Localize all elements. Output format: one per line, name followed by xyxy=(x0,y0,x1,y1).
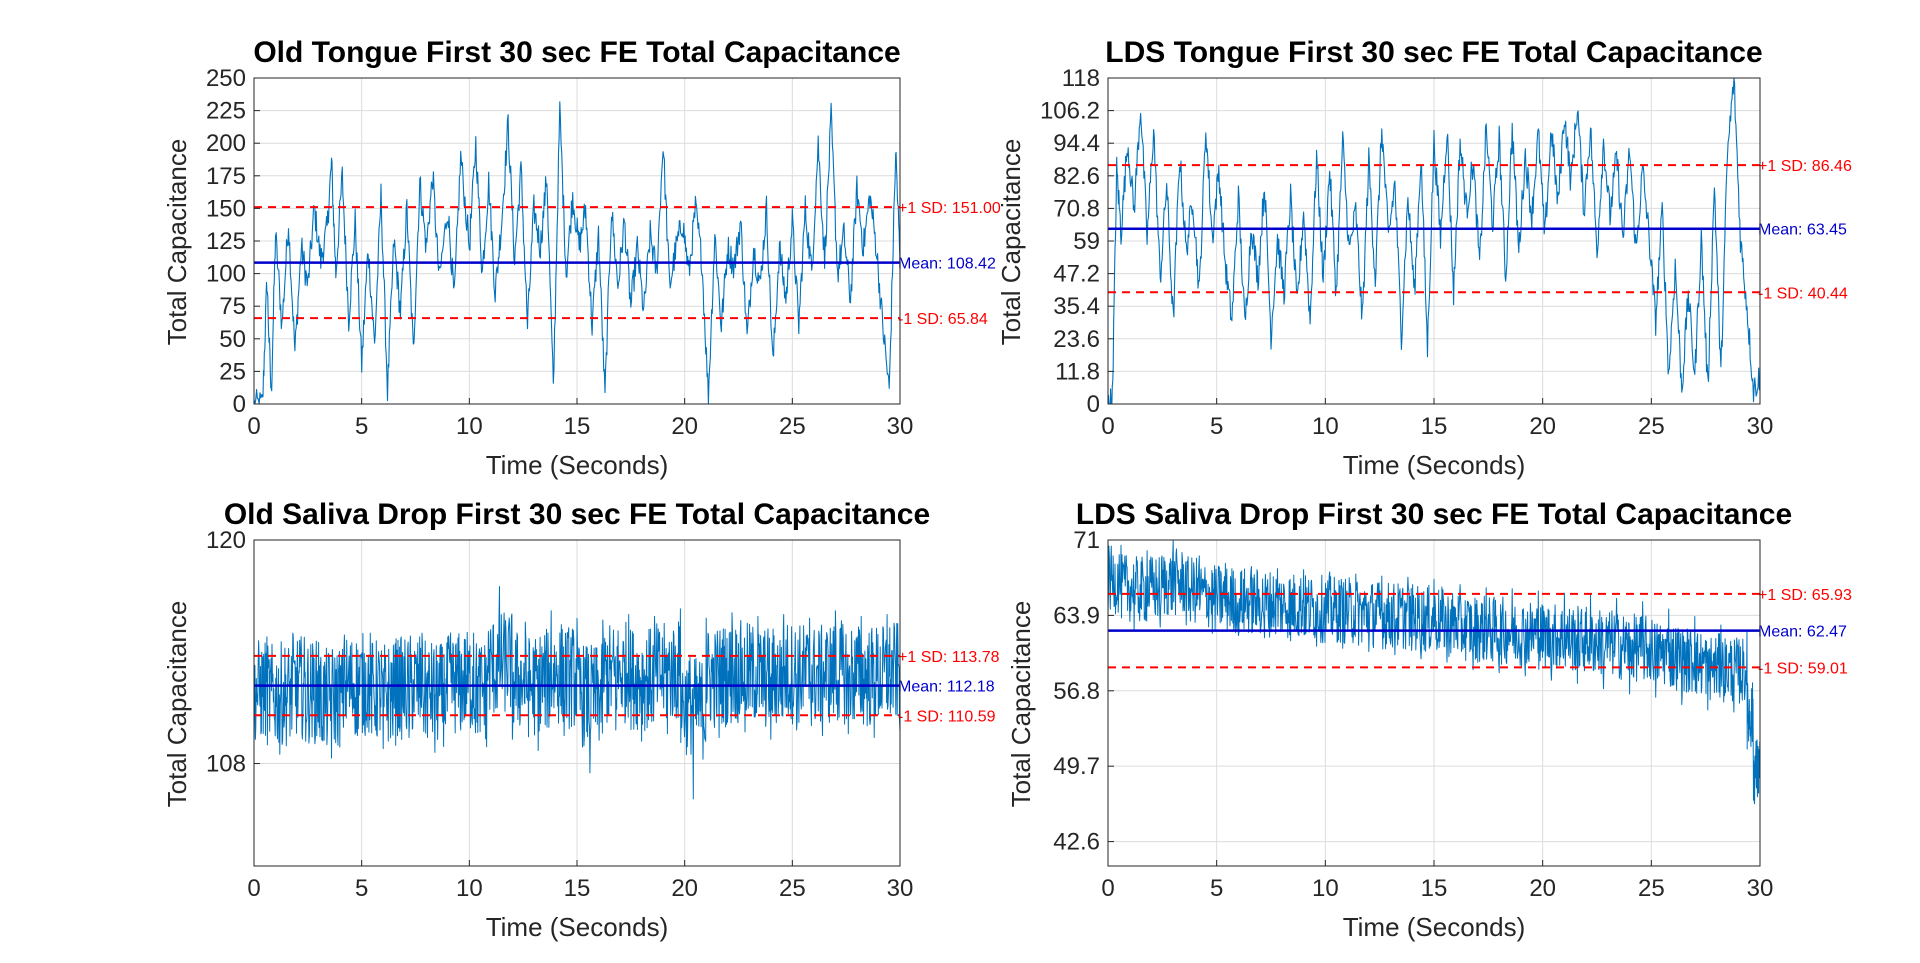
sd-label: +1 SD: 151.00 xyxy=(898,200,1001,217)
y-tick-label: 75 xyxy=(219,293,246,320)
chart-title: Old Saliva Drop First 30 sec FE Total Ca… xyxy=(224,498,930,531)
y-tick-label: 118 xyxy=(1062,65,1100,92)
y-tick-label: 25 xyxy=(219,358,246,385)
y-axis-label: Total Capacitance xyxy=(162,601,192,808)
mean-label: Mean: 108.42 xyxy=(898,256,996,273)
sd-label: +1 SD: 65.93 xyxy=(1758,587,1852,604)
mean-label: Mean: 112.18 xyxy=(898,679,995,696)
sd-label: +1 SD: 113.78 xyxy=(898,649,1000,666)
data-series-line xyxy=(1107,539,1761,805)
y-tick-label: 100 xyxy=(206,261,246,288)
x-tick-label: 10 xyxy=(456,875,483,902)
y-axis-label: Total Capacitance xyxy=(1006,601,1036,808)
y-tick-label: 150 xyxy=(206,195,246,222)
y-tick-label: 49.7 xyxy=(1053,753,1100,780)
x-tick-label: 10 xyxy=(456,413,483,440)
panel-old-saliva-drop: Old Saliva Drop First 30 sec FE Total Ca… xyxy=(162,498,1000,942)
x-tick-label: 30 xyxy=(1747,413,1774,440)
y-tick-label: 125 xyxy=(206,228,246,255)
sd-label: -1 SD: 65.84 xyxy=(898,311,988,328)
chart-title: LDS Tongue First 30 sec FE Total Capacit… xyxy=(1105,36,1762,69)
x-tick-label: 10 xyxy=(1312,875,1339,902)
x-tick-label: 15 xyxy=(1421,413,1448,440)
y-tick-label: 0 xyxy=(1087,391,1100,418)
x-tick-label: 20 xyxy=(1529,875,1556,902)
mean-label: Mean: 62.47 xyxy=(1758,624,1847,641)
y-tick-label: 106.2 xyxy=(1040,98,1100,125)
y-tick-label: 225 xyxy=(206,98,246,125)
y-tick-label: 120 xyxy=(206,527,246,554)
sd-label: +1 SD: 86.46 xyxy=(1758,158,1852,175)
y-axis-label: Total Capacitance xyxy=(162,139,192,346)
x-tick-label: 25 xyxy=(779,875,806,902)
x-axis-label: Time (Seconds) xyxy=(486,450,669,480)
x-tick-label: 20 xyxy=(671,875,698,902)
mean-label: Mean: 63.45 xyxy=(1758,222,1847,239)
y-tick-label: 23.6 xyxy=(1053,326,1100,353)
y-tick-label: 56.8 xyxy=(1053,678,1100,705)
x-tick-label: 0 xyxy=(1101,875,1114,902)
y-axis-label: Total Capacitance xyxy=(996,139,1026,346)
y-tick-label: 63.9 xyxy=(1053,602,1100,629)
x-axis-label: Time (Seconds) xyxy=(1343,450,1526,480)
x-tick-label: 0 xyxy=(1101,413,1114,440)
y-tick-label: 70.8 xyxy=(1053,195,1100,222)
y-tick-label: 82.6 xyxy=(1053,163,1100,190)
x-tick-label: 25 xyxy=(1638,413,1665,440)
x-tick-label: 10 xyxy=(1312,413,1339,440)
x-tick-label: 20 xyxy=(1529,413,1556,440)
data-series-line xyxy=(253,101,901,405)
x-tick-label: 15 xyxy=(1421,875,1448,902)
y-tick-label: 59 xyxy=(1073,228,1100,255)
x-tick-label: 5 xyxy=(1210,413,1223,440)
y-tick-label: 50 xyxy=(219,326,246,353)
panel-lds-tongue: LDS Tongue First 30 sec FE Total Capacit… xyxy=(996,36,1852,480)
x-tick-label: 30 xyxy=(1747,875,1774,902)
x-tick-label: 0 xyxy=(247,413,260,440)
x-tick-label: 0 xyxy=(247,875,260,902)
panel-lds-saliva-drop: LDS Saliva Drop First 30 sec FE Total Ca… xyxy=(1006,498,1852,942)
x-tick-label: 25 xyxy=(1638,875,1665,902)
y-tick-label: 0 xyxy=(233,391,246,418)
x-tick-label: 15 xyxy=(564,875,591,902)
x-tick-label: 20 xyxy=(671,413,698,440)
chart-title: LDS Saliva Drop First 30 sec FE Total Ca… xyxy=(1076,498,1792,531)
data-series-line xyxy=(253,586,901,800)
x-tick-label: 30 xyxy=(887,875,914,902)
y-tick-label: 108 xyxy=(206,751,246,778)
sd-label: -1 SD: 40.44 xyxy=(1758,285,1848,302)
y-tick-label: 42.6 xyxy=(1053,829,1100,856)
x-tick-label: 5 xyxy=(355,413,368,440)
y-tick-label: 250 xyxy=(206,65,246,92)
x-tick-label: 25 xyxy=(779,413,806,440)
data-series-line xyxy=(1107,77,1761,405)
x-tick-label: 30 xyxy=(887,413,914,440)
x-tick-label: 5 xyxy=(355,875,368,902)
x-tick-label: 15 xyxy=(564,413,591,440)
y-tick-label: 47.2 xyxy=(1053,261,1100,288)
y-tick-label: 35.4 xyxy=(1053,293,1100,320)
y-tick-label: 94.4 xyxy=(1053,130,1100,157)
chart-title: Old Tongue First 30 sec FE Total Capacit… xyxy=(253,36,900,69)
y-tick-label: 175 xyxy=(206,163,246,190)
panel-old-tongue: Old Tongue First 30 sec FE Total Capacit… xyxy=(162,36,1001,480)
y-tick-label: 71 xyxy=(1073,527,1100,554)
sd-label: -1 SD: 110.59 xyxy=(898,708,996,725)
sd-label: -1 SD: 59.01 xyxy=(1758,660,1848,677)
x-axis-label: Time (Seconds) xyxy=(486,912,669,942)
x-tick-label: 5 xyxy=(1210,875,1223,902)
x-axis-label: Time (Seconds) xyxy=(1343,912,1526,942)
y-tick-label: 11.8 xyxy=(1055,358,1100,385)
y-tick-label: 200 xyxy=(206,130,246,157)
